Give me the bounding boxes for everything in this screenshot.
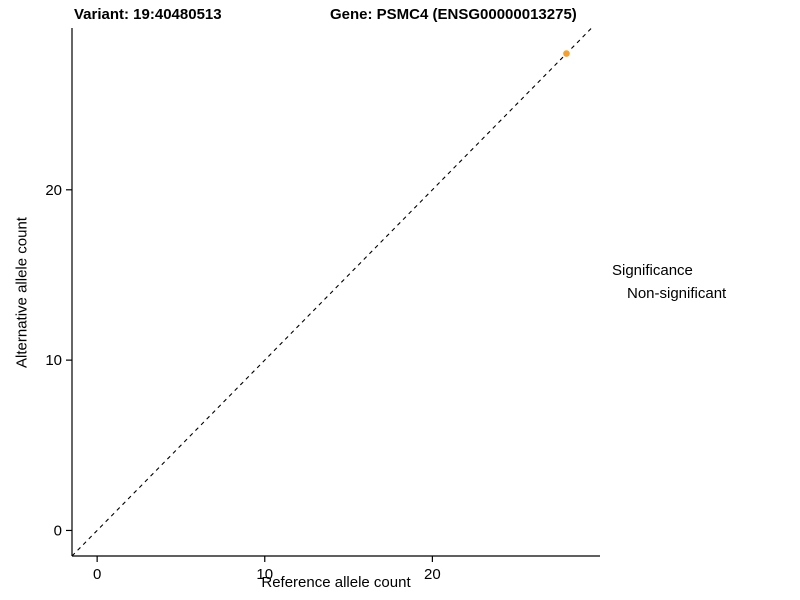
- y-tick-label: 20: [45, 182, 62, 199]
- legend-entry-label: Non-significant: [627, 285, 727, 302]
- legend-title: Significance: [612, 262, 693, 279]
- identity-line: [71, 27, 593, 557]
- y-tick-label: 0: [54, 522, 62, 539]
- x-axis-title: Reference allele count: [261, 574, 411, 591]
- legend: Significance Non-significant: [612, 262, 726, 302]
- plot-title-variant: Variant: 19:40480513: [74, 6, 222, 23]
- y-tick-label: 10: [45, 352, 62, 369]
- data-point: [563, 50, 570, 57]
- x-tick-label: 0: [93, 566, 101, 583]
- legend-point-icon: [612, 289, 621, 298]
- legend-entry: Non-significant: [612, 285, 726, 302]
- x-tick-label: 10: [256, 566, 273, 583]
- plot-title-gene: Gene: PSMC4 (ENSG00000013275): [330, 6, 577, 23]
- y-axis-title: Alternative allele count: [13, 217, 31, 368]
- x-tick-label: 20: [424, 566, 441, 583]
